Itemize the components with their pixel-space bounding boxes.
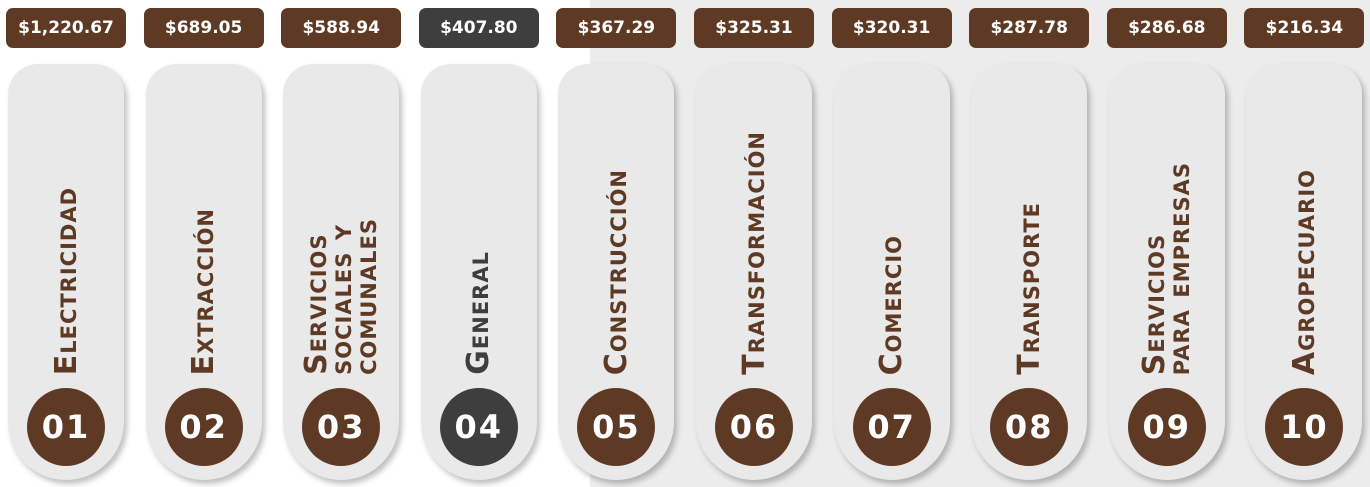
amount-badge: $320.31 <box>831 8 952 48</box>
category-label: Comercio <box>834 235 950 375</box>
category-label: Transformación <box>696 131 812 375</box>
name-line: para empresas <box>1161 161 1197 375</box>
category-label: Servicios para empresas <box>1109 162 1225 375</box>
category-name: Construcción <box>598 168 634 375</box>
category-card: Agropecuario 10 <box>1246 64 1363 480</box>
amount-badge: $216.34 <box>1244 8 1365 48</box>
amount-badge: $325.31 <box>694 8 814 48</box>
amount-badge: $287.78 <box>969 8 1090 48</box>
amount-badge: $407.80 <box>418 8 539 48</box>
category-name: Agropecuario <box>1286 168 1322 375</box>
category-name: Extracción <box>186 207 222 376</box>
name-line: Transformación <box>736 131 772 375</box>
category-card: Comercio 07 <box>833 64 950 480</box>
number-circle: 01 <box>27 388 105 466</box>
category-name: Servicios sociales y comunales <box>299 218 384 375</box>
name-line: Electricidad <box>48 186 84 375</box>
number-circle: 05 <box>577 388 656 466</box>
category-label: Extracción <box>146 208 262 376</box>
name-line: Transporte <box>1011 202 1047 375</box>
category-card: General 04 <box>420 64 537 480</box>
category-card: Servicios para empresas 09 <box>1108 64 1225 480</box>
number-circle: 08 <box>990 388 1069 466</box>
name-line: Agropecuario <box>1286 168 1322 375</box>
number-circle: 03 <box>302 388 381 466</box>
name-line: General <box>461 251 497 375</box>
name-line: comunales <box>348 218 384 375</box>
category-label: Electricidad <box>8 187 124 375</box>
category-label: General <box>421 251 537 375</box>
category-card: Electricidad 01 <box>8 64 124 480</box>
amount-badge: $1,220.67 <box>6 8 126 48</box>
amount-badge: $286.68 <box>1106 8 1227 48</box>
category-label: Agropecuario <box>1246 169 1362 375</box>
number-circle: 09 <box>1127 388 1206 466</box>
amount-badge: $367.29 <box>556 8 677 48</box>
number-circle: 10 <box>1265 388 1344 466</box>
name-line: Comercio <box>874 234 910 375</box>
category-name: Transporte <box>1011 202 1047 375</box>
number-circle: 02 <box>164 388 243 466</box>
category-name: Servicios para empresas <box>1137 161 1197 375</box>
category-card: Servicios sociales y comunales 03 <box>283 64 400 480</box>
category-card: Transformación 06 <box>696 64 812 480</box>
number-circle: 07 <box>852 388 931 466</box>
amount-badge: $588.94 <box>281 8 402 48</box>
category-name: General <box>461 251 497 375</box>
category-card: Transporte 08 <box>971 64 1088 480</box>
category-label: Transporte <box>971 202 1087 375</box>
category-card: Construcción 05 <box>558 64 675 480</box>
number-circle: 06 <box>715 388 793 466</box>
name-line: Extracción <box>186 207 222 376</box>
amount-badge: $689.05 <box>143 8 264 48</box>
category-label: Servicios sociales y comunales <box>283 218 399 375</box>
category-name: Electricidad <box>48 186 84 375</box>
category-label: Construcción <box>558 169 674 375</box>
category-card: Extracción 02 <box>145 64 262 480</box>
category-name: Comercio <box>874 234 910 375</box>
number-circle: 04 <box>439 388 518 466</box>
category-name: Transformación <box>736 131 772 375</box>
name-line: Construcción <box>598 168 634 375</box>
